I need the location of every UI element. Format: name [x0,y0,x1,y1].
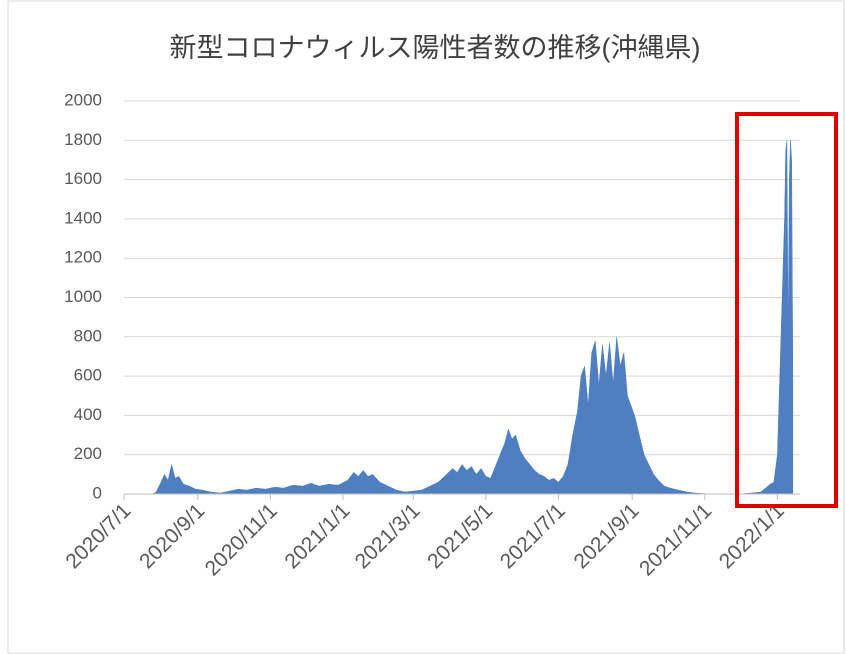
y-tick-label: 800 [74,326,102,345]
chart-frame [7,0,845,654]
y-tick-label: 1600 [64,169,102,188]
y-tick-label: 200 [74,444,102,463]
y-tick-label: 600 [74,366,102,385]
y-tick-label: 1000 [64,287,102,306]
y-tick-label: 2000 [64,90,102,109]
y-tick-label: 400 [74,405,102,424]
y-tick-label: 1400 [64,208,102,227]
y-tick-label: 0 [93,483,102,502]
highlight-box [735,112,838,508]
chart-title: 新型コロナウィルス陽性者数の推移(沖縄県) [170,33,701,63]
y-tick-label: 1800 [64,130,102,149]
y-tick-label: 1200 [64,248,102,267]
